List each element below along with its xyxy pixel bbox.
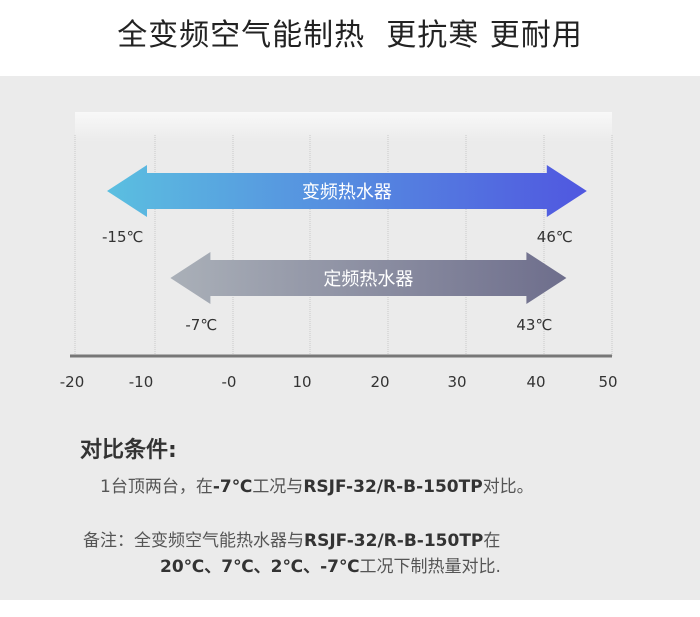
note-line-1: 备注：全变频空气能热水器与RSJF-32/R-B-150TP在 — [83, 526, 500, 551]
max-label: 43℃ — [516, 316, 552, 334]
text: 工况下制热量对比. — [359, 557, 501, 577]
range-arrow — [107, 165, 587, 217]
x-tick-label: -20 — [60, 373, 85, 391]
x-tick-label: 20 — [370, 373, 389, 391]
text: RSJF-32/R-B-150TP — [303, 477, 483, 497]
text: 在 — [483, 531, 501, 551]
series-label: 变频热水器 — [302, 182, 392, 203]
x-tick-label: -0 — [222, 373, 237, 391]
text: 20℃、7℃、2℃、-7℃ — [160, 557, 360, 577]
x-tick-label: 50 — [598, 373, 617, 391]
condition-line: 1台顶两台，在-7℃工况与RSJF-32/R-B-150TP对比。 — [100, 472, 534, 497]
note-line-2: 20℃、7℃、2℃、-7℃工况下制热量对比. — [160, 552, 501, 577]
x-tick-label: -10 — [129, 373, 154, 391]
x-tick-label: 30 — [447, 373, 466, 391]
text: -7℃ — [212, 477, 253, 497]
x-tick-label: 10 — [292, 373, 311, 391]
text: 备注：全变频空气能热水器与 — [83, 531, 304, 551]
chart-panel — [0, 76, 700, 600]
max-label: 46℃ — [537, 228, 573, 246]
x-tick-label: 40 — [526, 373, 545, 391]
page-title: 全变频空气能制热 更抗寒 更耐用 — [117, 18, 583, 53]
range-arrow — [170, 252, 567, 304]
min-label: -7℃ — [185, 316, 217, 334]
text: RSJF-32/R-B-150TP — [304, 531, 484, 551]
text: 1台顶两台，在 — [100, 477, 213, 497]
series-label: 定频热水器 — [323, 269, 413, 290]
text: 工况与 — [252, 477, 304, 497]
conditions-heading: 对比条件: — [80, 438, 177, 463]
text: 对比。 — [482, 477, 534, 497]
min-label: -15℃ — [102, 228, 143, 246]
range-chart: -20 -10 -0 10 20 30 40 50 变频热水器 -15℃ 46℃ 定频热水器 -7℃ 43… — [60, 112, 618, 391]
